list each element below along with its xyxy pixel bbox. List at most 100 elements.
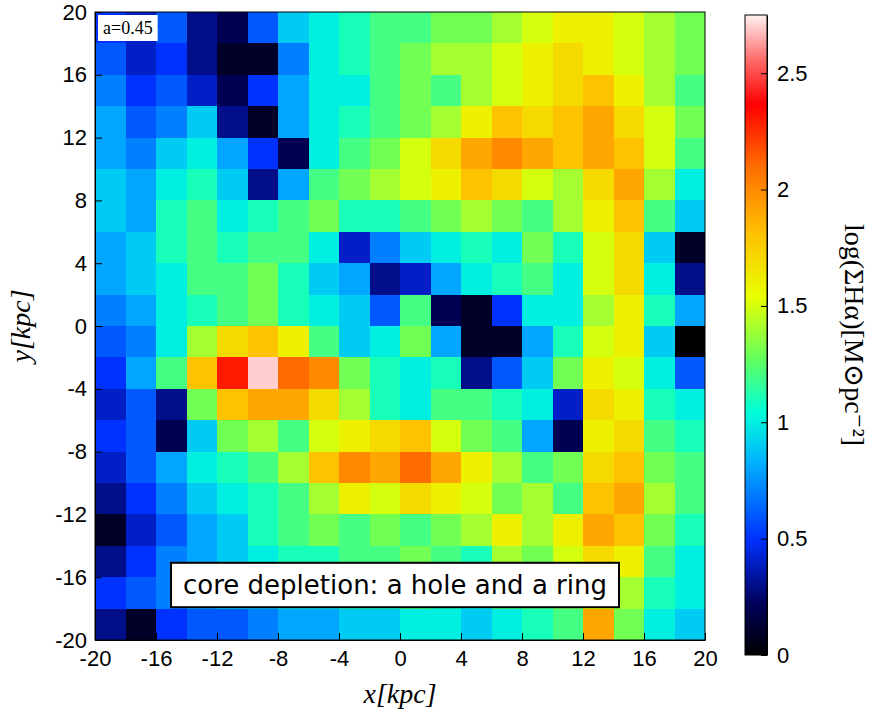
heatmap-cell [248,326,279,358]
chart: -20-16-12-8-4048121620-20-16-12-8-404812… [0,0,885,715]
colorbar-tick: 2 [761,177,789,202]
x-tick-mark [339,633,340,640]
heatmap-cell [156,326,187,358]
y-tick: 4 [75,251,102,276]
heatmap-cell [553,43,584,75]
heatmap-cell [370,169,401,201]
heatmap-cell [187,357,218,389]
heatmap-cell [95,357,126,389]
heatmap-cell [522,483,553,515]
heatmap-cell [644,514,675,546]
heatmap-cell [492,452,523,484]
heatmap-cell [339,357,370,389]
heatmap-cell [644,43,675,75]
heatmap-cell [217,389,248,421]
heatmap-cell [278,232,309,264]
heatmap-cell [644,420,675,452]
annotation-label-box [98,15,158,41]
heatmap-cell [583,389,614,421]
heatmap-cell [553,389,584,421]
x-tick-label: -12 [202,646,234,671]
heatmap-cell [431,357,462,389]
heatmap-cell [156,200,187,232]
heatmap-cell [675,514,706,546]
colorbar-tick-mark [761,422,767,423]
heatmap-cell [614,200,645,232]
heatmap-cell [370,452,401,484]
y-tick-label: 12 [63,125,87,150]
colorbar-tick-label: 1 [777,410,789,435]
colorbar-tick-mark [761,655,767,656]
heatmap-cell [156,43,187,75]
heatmap-cell [461,200,492,232]
colorbar-tick-mark [761,539,767,540]
heatmap-cell [522,106,553,138]
heatmap-cell [522,514,553,546]
heatmap-cell [248,420,279,452]
y-tick: 20 [63,0,102,25]
heatmap-cell [187,138,218,170]
heatmap-cell [370,295,401,327]
heatmap-cell [156,609,187,640]
heatmap-cell [583,263,614,295]
heatmap-cell [95,75,126,107]
heatmap-cell [583,200,614,232]
y-tick: -16 [55,565,102,590]
y-axis-title: y[kpc] [5,289,36,365]
heatmap-cell [553,232,584,264]
heatmap-cell [126,43,157,75]
heatmap-cell [126,106,157,138]
heatmap-cell [278,483,309,515]
heatmap-cell [126,75,157,107]
heatmap-cell [400,12,431,44]
heatmap-cell [217,452,248,484]
heatmap-cell [248,389,279,421]
heatmap-cell [400,357,431,389]
y-tick-mark [95,263,102,264]
heatmap-cell [522,389,553,421]
heatmap-cell [644,75,675,107]
heatmap-cell [492,232,523,264]
heatmap-cell [675,420,706,452]
heatmap-cell [187,232,218,264]
heatmap-cell [675,263,706,295]
y-tick-mark [95,640,102,641]
heatmap-cell [461,452,492,484]
colorbar-axis-line [767,16,768,656]
heatmap-cell [614,452,645,484]
heatmap-cell [461,295,492,327]
x-tick-label: -4 [330,646,350,671]
heatmap-cell [644,138,675,170]
heatmap-cell [370,483,401,515]
heatmap-cell [126,200,157,232]
y-tick-mark [95,326,102,327]
heatmap-cell [583,232,614,264]
heatmap-cell [583,169,614,201]
heatmap-cell [95,169,126,201]
y-tick-mark [95,514,102,515]
heatmap-cell [431,326,462,358]
heatmap-cell [217,326,248,358]
heatmap-cell [553,452,584,484]
heatmap-cell [217,200,248,232]
heatmap-cell [431,452,462,484]
heatmap-cell [95,389,126,421]
heatmap-cell [156,295,187,327]
heatmap-cell [644,546,675,578]
heatmap-cell [278,43,309,75]
y-tick-mark [95,389,102,390]
x-tick: 0 [394,633,406,671]
x-tick: -4 [330,633,350,671]
heatmap-cell [187,75,218,107]
heatmap-cell [187,326,218,358]
x-tick-label: 16 [632,646,656,671]
heatmap-cell [126,169,157,201]
heatmap-cell [248,452,279,484]
heatmap-cell [278,389,309,421]
heatmap-cell [339,295,370,327]
heatmap-cell [156,12,187,44]
heatmap-cell [644,326,675,358]
heatmap-cell [614,169,645,201]
x-tick-mark [522,633,523,640]
annotation-label: a=0.45 [98,15,158,41]
